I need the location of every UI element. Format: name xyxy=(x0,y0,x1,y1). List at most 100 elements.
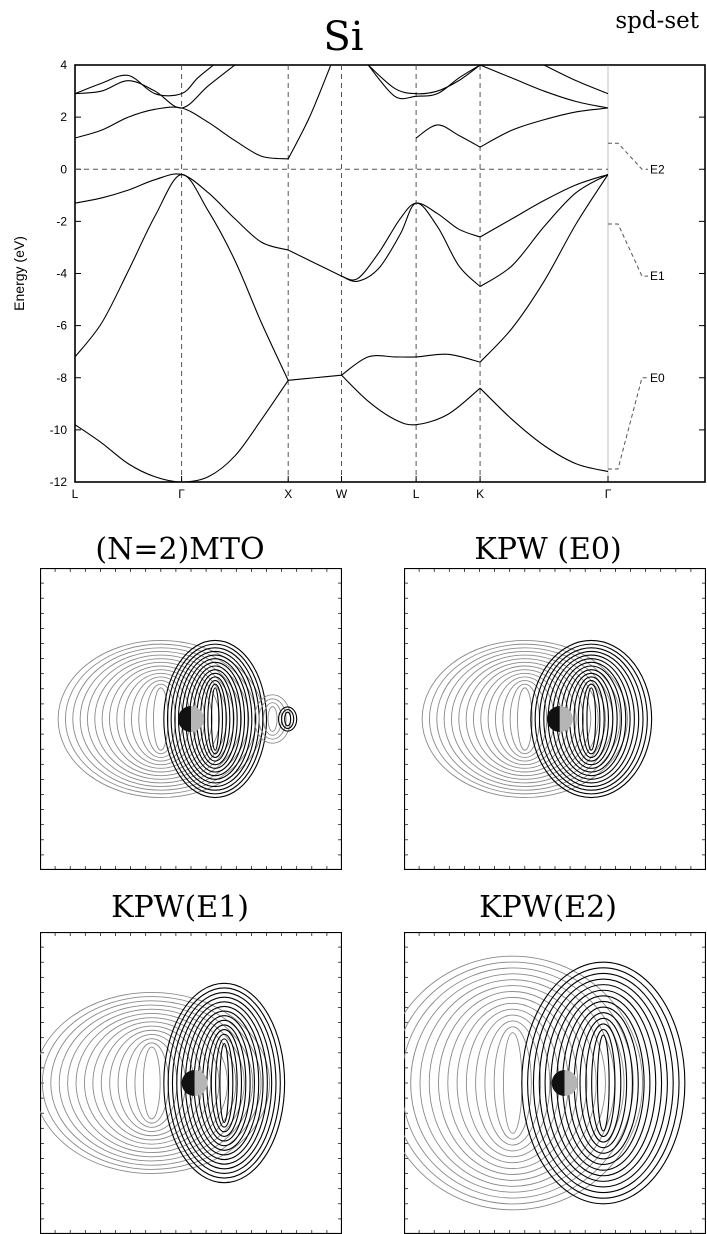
energy-leader-line xyxy=(608,377,648,470)
negative-contour xyxy=(72,647,250,791)
positive-contour xyxy=(210,1033,238,1133)
panel-title-mto: (N=2)MTO xyxy=(95,532,265,567)
positive-contour xyxy=(527,967,680,1199)
negative-contour xyxy=(67,1008,237,1158)
atom-core-dark xyxy=(546,706,560,732)
positive-contour xyxy=(582,683,601,755)
y-tick-label: 0 xyxy=(60,162,67,176)
x-tick-label: L xyxy=(413,487,420,501)
positive-contour xyxy=(163,639,268,799)
band-line xyxy=(479,387,608,473)
positive-contour xyxy=(166,643,264,795)
band-line xyxy=(341,353,481,376)
negative-contour xyxy=(438,991,588,1175)
negative-contour xyxy=(465,661,584,777)
atom-core-dark xyxy=(178,706,191,732)
atom-core-light xyxy=(559,706,573,732)
energy-leader-line xyxy=(608,142,648,170)
negative-contour xyxy=(404,967,625,1199)
positive-contour xyxy=(521,961,686,1205)
panel-title-kpw-e1: KPW(E1) xyxy=(111,890,249,925)
band-line xyxy=(543,65,608,95)
band-line xyxy=(75,173,289,251)
y-tick-label: -2 xyxy=(56,214,67,228)
band-line xyxy=(415,124,481,148)
positive-contour xyxy=(538,647,644,791)
y-tick-label: 4 xyxy=(60,58,67,72)
negative-contour xyxy=(429,643,621,795)
atom-core-dark xyxy=(551,1070,565,1096)
positive-contour xyxy=(163,982,286,1184)
x-tick-label: L xyxy=(72,487,79,501)
negative-contour xyxy=(419,979,606,1187)
negative-contour xyxy=(267,706,278,732)
band-structure-chart: 4 2 0 -2 -4 -6 -8 -10 -12 Energy (eV) L Γ X W L K Γ E2 E1 E… xyxy=(11,58,706,501)
band-line xyxy=(479,65,608,109)
contour-panel-kpw-e1 xyxy=(40,932,342,1234)
positive-contour xyxy=(174,650,257,788)
negative-contour xyxy=(451,654,599,784)
band-line xyxy=(287,249,342,277)
positive-contour xyxy=(207,683,224,755)
negative-contour xyxy=(502,680,548,758)
panel-title-kpw-e0: KPW (E0) xyxy=(474,532,622,567)
x-tick-label: X xyxy=(284,487,292,501)
band-line xyxy=(341,202,481,287)
negative-contour xyxy=(404,961,634,1205)
band-line xyxy=(367,65,481,95)
positive-contour xyxy=(284,711,292,727)
energy-label: E0 xyxy=(650,371,665,385)
negative-contour xyxy=(473,665,577,773)
band-line xyxy=(75,65,214,97)
negative-contour xyxy=(94,658,228,780)
y-axis-label: Energy (eV) xyxy=(11,236,27,311)
negative-contour xyxy=(83,1017,220,1149)
negative-contour xyxy=(75,1012,228,1154)
negative-contour xyxy=(493,1026,532,1140)
band-line xyxy=(287,65,332,160)
positive-contour xyxy=(176,996,273,1170)
positive-contour xyxy=(203,680,227,758)
contour-panel-kpw-e2 xyxy=(404,932,706,1234)
x-tick-label: W xyxy=(336,487,348,501)
x-tick-label: K xyxy=(476,487,484,501)
positive-contour xyxy=(534,643,648,795)
positive-contour xyxy=(543,650,640,788)
positive-contour xyxy=(591,1028,616,1138)
x-tick-label: Γ xyxy=(605,487,612,501)
atom-core-dark xyxy=(181,1070,195,1096)
band-line xyxy=(75,173,289,381)
y-tick-label: -12 xyxy=(50,475,68,489)
band-line xyxy=(367,65,481,100)
atom-core-light xyxy=(194,1070,208,1096)
band-line xyxy=(479,173,608,238)
y-tick-label: -8 xyxy=(56,371,67,385)
contour-panel-kpw-e0 xyxy=(404,568,706,870)
negative-contour xyxy=(258,698,287,740)
negative-contour xyxy=(58,1004,245,1162)
band-line xyxy=(479,174,608,363)
contour-panel-mto xyxy=(40,568,342,870)
negative-contour xyxy=(87,654,235,784)
negative-contour xyxy=(404,955,643,1211)
negative-contour xyxy=(41,996,262,1170)
positive-contour xyxy=(538,978,668,1188)
negative-contour xyxy=(79,650,242,788)
negative-contour xyxy=(142,1046,161,1120)
y-tick-label: -10 xyxy=(50,423,68,437)
positive-contour xyxy=(167,987,281,1179)
negative-contour xyxy=(116,669,206,769)
y-tick-label: 2 xyxy=(60,110,67,124)
energy-label: E2 xyxy=(650,162,665,176)
corner-label: spd-set xyxy=(615,8,699,34)
atom-core-light xyxy=(564,1070,578,1096)
negative-contour xyxy=(101,661,220,777)
band-line xyxy=(75,380,289,482)
band-line xyxy=(341,374,481,426)
band-line xyxy=(479,107,608,148)
negative-contour xyxy=(153,687,169,751)
band-structure-title: Si xyxy=(323,14,364,60)
positive-contour xyxy=(210,687,220,751)
negative-contour xyxy=(92,1021,212,1145)
positive-contour xyxy=(278,706,298,732)
